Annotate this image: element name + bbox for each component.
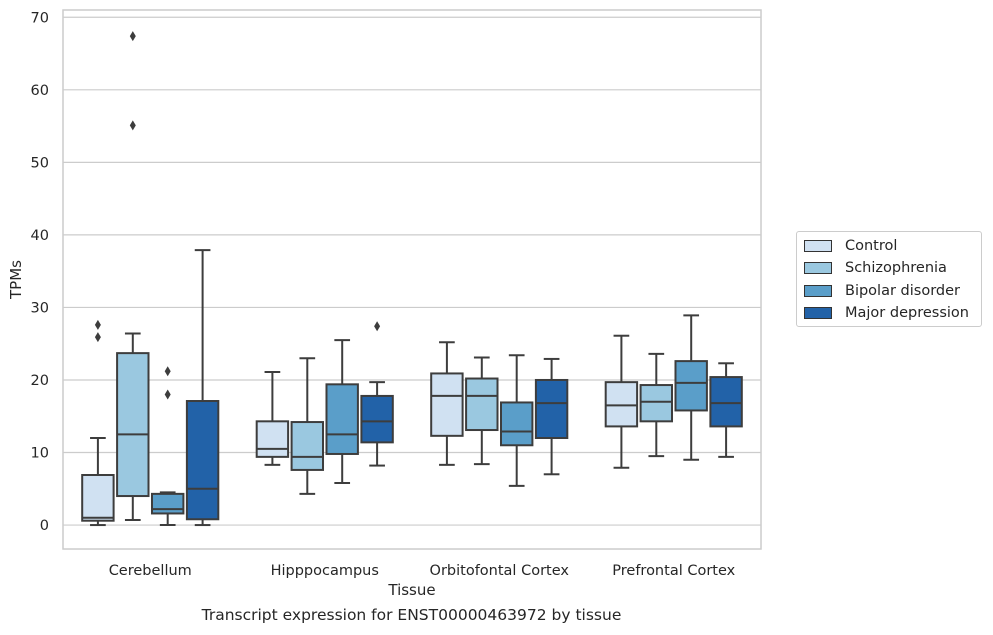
box-body	[290, 421, 325, 471]
box-0-2	[430, 341, 464, 466]
x-axis-ticks: Cerebellum Hipppocampus Orbitofontal Corte…	[109, 563, 736, 579]
legend-label-major-depression: Major depression	[845, 305, 969, 321]
box-body	[674, 360, 708, 412]
box-body	[465, 377, 499, 432]
box-3-0	[185, 249, 220, 527]
chart-caption: Transcript expression for ENST0000046397…	[201, 606, 622, 624]
y-tick-label: 40	[31, 228, 49, 244]
x-axis-label: Tissue	[387, 581, 435, 599]
gridlines	[63, 16, 761, 526]
y-tick-label: 30	[31, 300, 49, 316]
box-3-2	[534, 357, 569, 476]
outlier-point	[94, 319, 101, 330]
box-body	[604, 381, 639, 428]
boxes-layer	[81, 31, 743, 527]
box-body	[709, 376, 743, 428]
outlier-point	[129, 120, 136, 131]
y-axis-ticks: 0 10 20 30 40 50 60 70	[31, 10, 49, 534]
box-1-1	[290, 357, 325, 495]
box-0-3	[604, 334, 639, 469]
box-2-1	[325, 339, 359, 484]
box-body	[639, 384, 674, 423]
box-1-2	[465, 356, 499, 466]
legend-label-schizophrenia: Schizophrenia	[845, 260, 947, 276]
box-body	[116, 352, 150, 498]
box-body	[534, 378, 569, 440]
y-tick-label: 70	[31, 10, 49, 26]
legend-swatch-control	[804, 240, 832, 252]
box-3-1	[360, 321, 394, 467]
box-body	[255, 420, 290, 458]
box-body	[499, 401, 534, 447]
x-tick-label: Prefrontal Cortex	[612, 563, 735, 579]
box-body	[325, 383, 359, 455]
x-tick-label: Hipppocampus	[271, 563, 379, 579]
x-tick-label: Cerebellum	[109, 563, 192, 579]
y-tick-label: 20	[31, 373, 49, 389]
box-body	[81, 474, 115, 522]
y-axis-label: TPMs	[7, 260, 25, 300]
y-tick-label: 10	[31, 446, 49, 462]
outlier-point	[94, 332, 101, 343]
legend-swatch-major-depression	[804, 307, 832, 319]
x-tick-label: Orbitofontal Cortex	[430, 563, 570, 579]
legend-swatch-schizophrenia	[804, 262, 832, 274]
legend-label-bipolar-disorder: Bipolar disorder	[845, 283, 960, 299]
outlier-point	[164, 366, 171, 377]
legend-item-schizophrenia: Schizophrenia	[804, 258, 947, 278]
outlier-point	[374, 321, 381, 332]
legend-item-control: Control	[804, 236, 897, 256]
outlier-point	[164, 389, 171, 400]
box-body	[185, 400, 220, 521]
box-2-3	[674, 314, 708, 461]
box-0-0	[81, 319, 115, 527]
box-3-3	[709, 362, 743, 458]
box-0-1	[255, 370, 290, 466]
box-body	[430, 372, 464, 437]
legend-swatch-bipolar-disorder	[804, 285, 832, 297]
box-body	[360, 394, 394, 444]
y-tick-label: 0	[40, 518, 49, 534]
legend-label-control: Control	[845, 238, 898, 254]
legend-item-bipolar-disorder: Bipolar disorder	[804, 281, 960, 301]
box-body	[150, 492, 185, 515]
y-tick-label: 50	[31, 155, 49, 171]
box-2-2	[499, 354, 534, 487]
box-1-3	[639, 352, 674, 458]
box-1-0	[116, 31, 150, 521]
plot-area-frame	[62, 9, 762, 550]
box-2-0	[150, 366, 185, 527]
legend: Control Schizophrenia Bipolar disorder M…	[796, 231, 982, 327]
legend-item-major-depression: Major depression	[804, 303, 969, 323]
outlier-point	[129, 31, 136, 42]
y-tick-label: 60	[31, 83, 49, 99]
